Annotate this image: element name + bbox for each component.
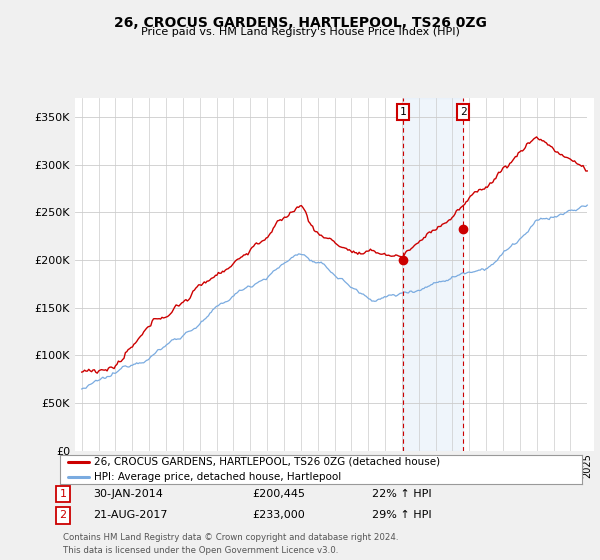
Text: 29% ↑ HPI: 29% ↑ HPI bbox=[372, 510, 431, 520]
Text: 21-AUG-2017: 21-AUG-2017 bbox=[93, 510, 167, 520]
Text: HPI: Average price, detached house, Hartlepool: HPI: Average price, detached house, Hart… bbox=[94, 472, 341, 482]
Text: 22% ↑ HPI: 22% ↑ HPI bbox=[372, 489, 431, 499]
Text: 2: 2 bbox=[59, 510, 67, 520]
Text: 26, CROCUS GARDENS, HARTLEPOOL, TS26 0ZG (detached house): 26, CROCUS GARDENS, HARTLEPOOL, TS26 0ZG… bbox=[94, 457, 440, 466]
Text: 1: 1 bbox=[400, 107, 407, 117]
Bar bbox=[587, 98, 594, 451]
Text: 26, CROCUS GARDENS, HARTLEPOOL, TS26 0ZG: 26, CROCUS GARDENS, HARTLEPOOL, TS26 0ZG bbox=[113, 16, 487, 30]
Text: Price paid vs. HM Land Registry's House Price Index (HPI): Price paid vs. HM Land Registry's House … bbox=[140, 27, 460, 37]
Text: Contains HM Land Registry data © Crown copyright and database right 2024.
This d: Contains HM Land Registry data © Crown c… bbox=[63, 533, 398, 554]
Text: £200,445: £200,445 bbox=[252, 489, 305, 499]
Bar bbox=[403, 98, 463, 451]
Text: £233,000: £233,000 bbox=[252, 510, 305, 520]
Text: 1: 1 bbox=[59, 489, 67, 499]
Text: 30-JAN-2014: 30-JAN-2014 bbox=[93, 489, 163, 499]
Text: 2: 2 bbox=[460, 107, 467, 117]
